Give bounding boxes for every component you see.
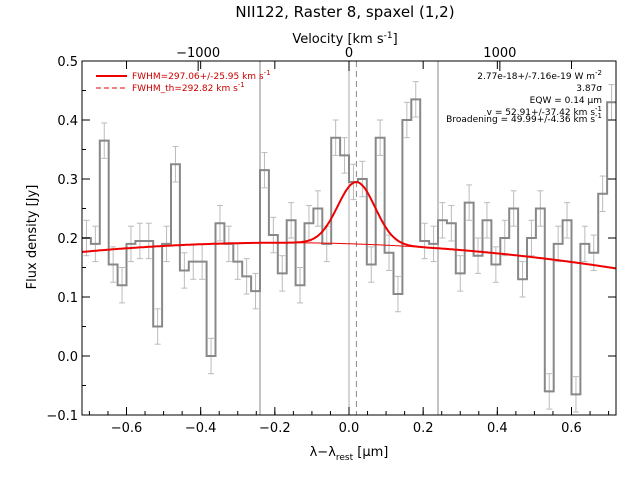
annotation-velocity: v = 52.91+/-37.42 km s-1 [487, 105, 602, 118]
y-tick-label-6: 0.5 [57, 55, 78, 70]
annotation-sigma: 3.87σ [576, 84, 602, 94]
axis-ticks: −0.6 −0.4 −0.2 0.0 0.2 0.4 0.6 −0.1 0.0 0.1 0.2 0.3… [46, 46, 616, 436]
x-tick-label-1: −0.4 [185, 421, 217, 436]
top-axis-label-end: ] [393, 32, 398, 47]
annotation-broadening: Broadening = 49.99+/-4.36 km s-1 [446, 112, 602, 125]
x-tick-label-0: −0.6 [111, 421, 143, 436]
annotation-broadening-sup: -1 [595, 112, 602, 120]
annotation-velocity-sup: -1 [595, 105, 602, 113]
legend-fwhm-label: FWHM=297.06+/-25.95 km s-1 [132, 69, 271, 82]
y-tick-label-1: 0.0 [57, 350, 78, 365]
top-axis-label-text: Velocity [km s [292, 32, 384, 47]
top-axis-label: Velocity [km s-1] [292, 31, 397, 47]
annotation-eqw: EQW = 0.14 μm [530, 96, 602, 106]
x-axis-label-unit: [μm] [353, 445, 388, 460]
legend-fwhm-th-label: FWHM_th=292.82 km s-1 [132, 81, 245, 94]
top-tick-label-2: 1000 [483, 46, 516, 61]
y-tick-label-0: −0.1 [46, 409, 78, 424]
x-axis-label: λ−λrest [μm] [310, 445, 389, 463]
annotation-flux-text: 2.77e-18+/-7.16e-19 W m [477, 72, 595, 82]
legend-fwhm-text: FWHM=297.06+/-25.95 km s [132, 72, 264, 82]
x-axis-label-text: λ−λ [310, 445, 337, 460]
x-tick-label-2: −0.2 [259, 421, 291, 436]
x-tick-label-4: 0.2 [413, 421, 434, 436]
top-tick-label-0: −1000 [176, 46, 220, 61]
fit-series [81, 181, 617, 270]
x-axis-label-sub: rest [336, 453, 354, 463]
x-tick-label-6: 0.6 [561, 421, 582, 436]
y-tick-label-3: 0.2 [57, 232, 78, 247]
y-tick-label-5: 0.4 [57, 114, 78, 129]
y-tick-label-2: 0.1 [57, 291, 78, 306]
top-axis-label-sup: -1 [384, 31, 393, 41]
legend-fwhm-sup: -1 [264, 69, 271, 77]
top-tick-label-1: 0 [345, 46, 353, 61]
fit-baseline [81, 242, 617, 269]
annotation-broadening-text: Broadening = 49.99+/-4.36 km s [446, 115, 595, 125]
annotation-flux: 2.77e-18+/-7.16e-19 W m-2 [477, 69, 602, 82]
y-axis-label: Flux density [Jy] [25, 185, 40, 290]
y-tick-label-4: 0.3 [57, 173, 78, 188]
annotation-flux-sup: -2 [595, 69, 602, 77]
x-tick-label-3: 0.0 [339, 421, 360, 436]
legend-fwhm-th-sup: -1 [238, 81, 245, 89]
fit-annotations: 2.77e-18+/-7.16e-19 W m-2 3.87σ EQW = 0.… [446, 69, 602, 125]
annotation-velocity-text: v = 52.91+/-37.42 km s [487, 108, 596, 118]
x-tick-label-5: 0.4 [487, 421, 508, 436]
chart-title: NII122, Raster 8, spaxel (1,2) [235, 3, 454, 21]
legend-fwhm-th-text: FWHM_th=292.82 km s [132, 84, 238, 94]
legend: FWHM=297.06+/-25.95 km s-1 FWHM_th=292.8… [96, 69, 271, 94]
